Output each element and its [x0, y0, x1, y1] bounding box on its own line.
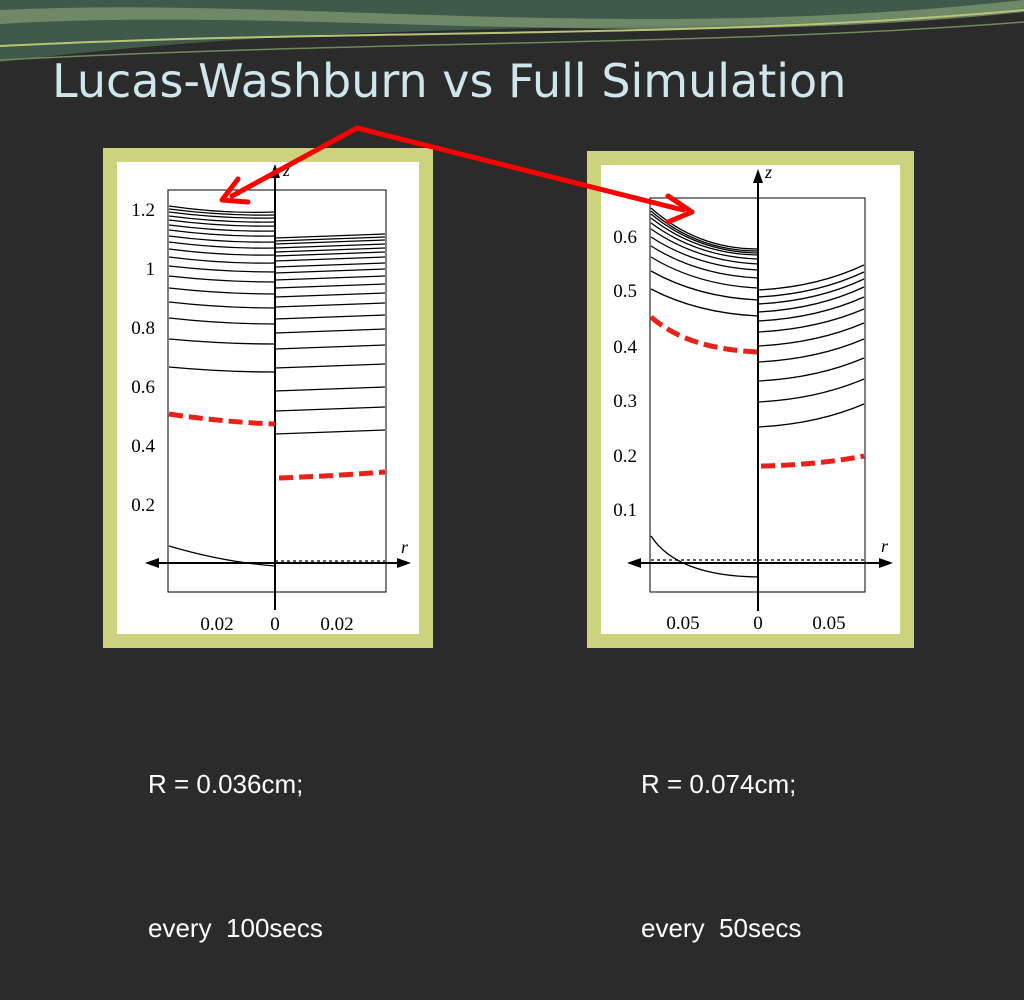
right-caption-radius: R = 0.074cm;	[641, 769, 797, 799]
header-swoosh-decoration	[0, 0, 1024, 62]
x-tick-label: 0	[753, 613, 763, 634]
y-tick-label: 0.1	[613, 500, 637, 521]
x-tick-label: 0.02	[320, 614, 353, 635]
x-tick-label: 0.05	[666, 613, 699, 634]
y-tick-label: 0.8	[131, 318, 155, 339]
right-plot-panel: z r 0.6 0.5 0.4 0.3 0.2 0.1 0.05 0 0.05	[587, 151, 914, 648]
right-caption-interval: every 50secs	[641, 913, 802, 943]
right-caption: R = 0.074cm; every 50secs	[641, 664, 801, 1000]
slide-title: Lucas-Washburn vs Full Simulation	[52, 54, 847, 108]
dashed-profile-right	[278, 469, 386, 481]
y-tick-label: 0.6	[131, 377, 155, 398]
y-tick-label: 0.4	[613, 337, 637, 358]
left-caption-radius: R = 0.036cm;	[148, 769, 304, 799]
dashed-profile-left	[649, 315, 759, 355]
y-tick-label: 1.2	[131, 200, 155, 221]
dashed-profile-left	[168, 411, 276, 427]
z-axis-label: z	[764, 162, 772, 182]
r-axis-label: r	[881, 536, 889, 556]
y-tick-label: 1	[146, 259, 156, 280]
x-tick-label: 0	[270, 614, 280, 635]
y-tick-label: 0.2	[613, 446, 637, 467]
right-plot-figure: z r 0.6 0.5 0.4 0.3 0.2 0.1 0.05 0 0.05	[601, 162, 900, 634]
x-tick-label: 0.05	[812, 613, 845, 634]
left-caption: R = 0.036cm; every 100secs	[148, 664, 323, 1000]
left-plot-figure: z r 1.2 1 0.8 0.6 0.4 0.2 0.02 0 0.02	[117, 160, 419, 635]
z-axis-label: z	[282, 160, 290, 180]
left-plot-panel: z r 1.2 1 0.8 0.6 0.4 0.2 0.02 0 0.02	[103, 148, 433, 648]
x-tick-label: 0.02	[200, 614, 233, 635]
dashed-profile-right	[760, 453, 865, 469]
y-tick-label: 0.6	[613, 227, 637, 248]
profile-curves	[168, 205, 386, 567]
y-tick-label: 0.5	[613, 281, 637, 302]
y-tick-label: 0.4	[131, 436, 155, 457]
left-caption-interval: every 100secs	[148, 913, 323, 943]
profile-curves	[650, 207, 865, 578]
y-tick-label: 0.3	[613, 391, 637, 412]
y-tick-label: 0.2	[131, 495, 155, 516]
r-axis-label: r	[401, 537, 409, 557]
